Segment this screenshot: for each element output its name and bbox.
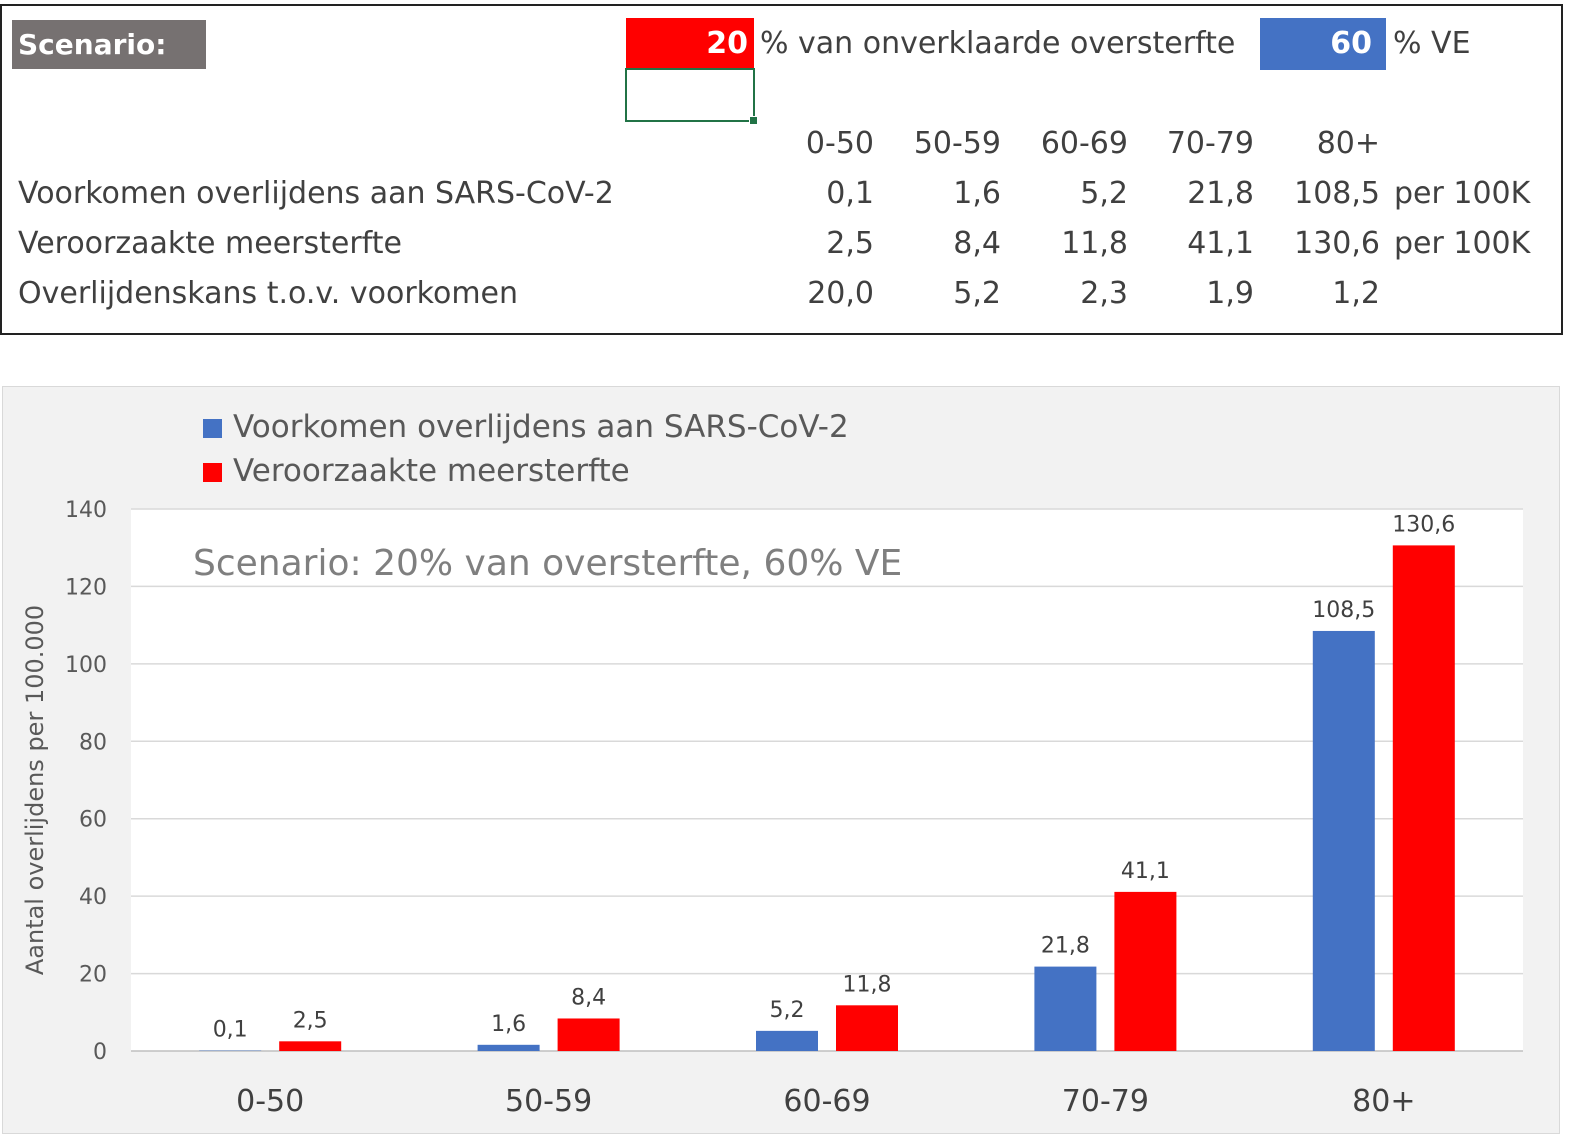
selected-cell[interactable]	[625, 68, 758, 125]
bar-meersterfte-70-79	[1114, 891, 1177, 1051]
y-tick-label: 60	[79, 808, 107, 833]
table-cell: 41,1	[1187, 226, 1254, 261]
bar-meersterfte-0-50	[279, 1041, 342, 1051]
data-label: 11,8	[843, 972, 892, 997]
legend-swatch	[203, 463, 222, 482]
age-header-80plus: 80+	[1316, 126, 1380, 161]
table-cell: 1,6	[953, 176, 1001, 211]
fill-handle[interactable]	[749, 116, 758, 125]
table-cell: 20,0	[807, 276, 874, 311]
y-tick-label: 20	[79, 963, 107, 988]
bar-meersterfte-80+	[1392, 545, 1455, 1051]
data-label: 8,4	[571, 985, 606, 1010]
bar-voorkomen-50-59	[477, 1044, 540, 1051]
bar-meersterfte-50-59	[557, 1018, 620, 1051]
ve-label: % VE	[1393, 26, 1471, 61]
table-cell: 0,1	[826, 176, 874, 211]
table-cell: 2,3	[1080, 276, 1128, 311]
unit-label: per 100K	[1394, 226, 1531, 261]
table-cell: 11,8	[1061, 226, 1128, 261]
bar-voorkomen-70-79	[1034, 966, 1097, 1051]
plot-background	[131, 509, 1523, 1051]
bar-chart: 0 20 40 60 80 100 120 140 Aantal overlijdens per…	[21, 409, 1523, 1119]
legend-entry: Veroorzaakte meersterfte	[233, 453, 630, 489]
data-label: 41,1	[1121, 859, 1170, 884]
row-label-voorkomen: Voorkomen overlijdens aan SARS-CoV-2	[18, 176, 614, 211]
row-label-meersterfte: Veroorzaakte meersterfte	[18, 226, 402, 261]
chart-area[interactable]: 0 20 40 60 80 100 120 140 Aantal overlijdens per…	[2, 386, 1560, 1134]
table-cell: 1,2	[1332, 276, 1380, 311]
scenario-label: Scenario:	[12, 20, 206, 69]
table-cell: 108,5	[1294, 176, 1380, 211]
bar-voorkomen-60-69	[756, 1030, 818, 1051]
data-label: 2,5	[293, 1008, 328, 1033]
y-tick-label: 0	[93, 1040, 107, 1065]
scenario-sheet: Scenario: 20 % van onverklaarde overster…	[0, 4, 1563, 335]
x-tick-label: 80+	[1352, 1084, 1415, 1119]
oversterfte-label: % van onverklaarde oversterfte	[760, 26, 1236, 61]
y-axis-label: Aantal overlijdens per 100.000	[21, 605, 49, 975]
x-tick-label: 50-59	[505, 1084, 592, 1119]
y-tick-label: 140	[65, 498, 107, 523]
x-tick-label: 0-50	[236, 1084, 304, 1119]
table-cell: 8,4	[953, 226, 1001, 261]
ve-pct-input[interactable]: 60	[1260, 18, 1386, 70]
table-cell: 5,2	[953, 276, 1001, 311]
unit-label: per 100K	[1394, 176, 1531, 211]
age-header-70-79: 70-79	[1166, 126, 1254, 161]
y-tick-label: 120	[65, 575, 107, 600]
table-cell: 5,2	[1080, 176, 1128, 211]
legend-entry: Voorkomen overlijdens aan SARS-CoV-2	[233, 409, 849, 445]
data-label: 108,5	[1312, 598, 1375, 623]
y-tick-label: 40	[79, 885, 107, 910]
data-label: 1,6	[491, 1012, 526, 1037]
data-label: 0,1	[213, 1018, 248, 1043]
age-header-0-50: 0-50	[805, 126, 874, 161]
table-cell: 21,8	[1187, 176, 1254, 211]
legend-swatch	[203, 419, 222, 438]
x-tick-label: 60-69	[783, 1084, 870, 1119]
oversterfte-pct-input[interactable]: 20	[626, 18, 754, 70]
row-label-overlijdenskans: Overlijdenskans t.o.v. voorkomen	[18, 276, 519, 311]
y-tick-label: 80	[79, 730, 107, 755]
table-cell: 1,9	[1206, 276, 1254, 311]
x-tick-label: 70-79	[1062, 1084, 1149, 1119]
y-tick-label: 100	[65, 653, 107, 678]
scenario-annotation: Scenario: 20% van oversterfte, 60% VE	[193, 543, 902, 584]
data-label: 130,6	[1392, 512, 1455, 537]
age-header-50-59: 50-59	[913, 126, 1001, 161]
data-label: 5,2	[770, 998, 805, 1023]
age-header-60-69: 60-69	[1040, 126, 1128, 161]
table-cell: 2,5	[826, 226, 874, 261]
table-cell: 130,6	[1294, 226, 1380, 261]
data-label: 21,8	[1041, 934, 1090, 959]
bar-voorkomen-80+	[1312, 630, 1375, 1051]
bar-meersterfte-60-69	[836, 1005, 898, 1051]
